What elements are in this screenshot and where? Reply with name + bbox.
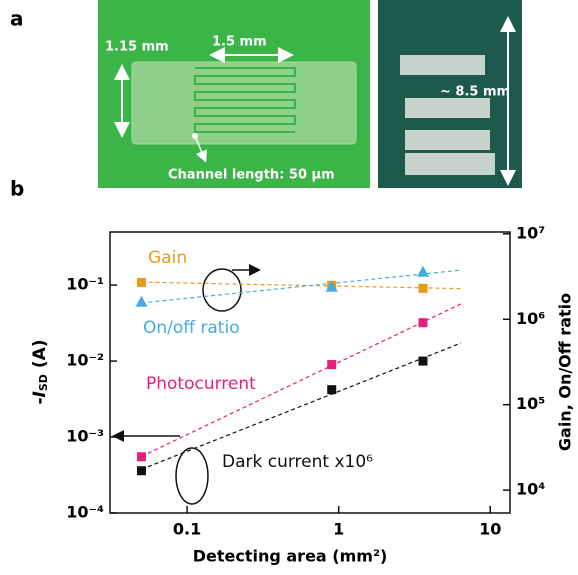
panel-label: b bbox=[10, 177, 24, 201]
panel-label: a bbox=[10, 7, 24, 31]
series-label: Gain bbox=[148, 248, 187, 268]
point bbox=[416, 265, 429, 277]
photo-label: Channel length: 50 µm bbox=[168, 168, 335, 183]
point bbox=[136, 277, 146, 287]
y-tick-label: 10⁻² bbox=[66, 351, 104, 370]
photo-label: 1.15 mm bbox=[105, 40, 169, 55]
point bbox=[136, 466, 146, 476]
y2-tick-label: 10⁶ bbox=[516, 309, 545, 328]
point bbox=[418, 356, 428, 366]
photo-label: ~ 8.5 mm bbox=[440, 85, 510, 100]
y-label-part: SD bbox=[37, 374, 50, 391]
fit-line bbox=[141, 342, 462, 470]
y-label-part: (A) bbox=[30, 339, 50, 374]
y-tick-label: 10⁻⁴ bbox=[66, 503, 104, 522]
y-label-part: - bbox=[30, 397, 50, 404]
photo-right: ~ 8.5 mm bbox=[378, 0, 522, 188]
point bbox=[418, 283, 428, 293]
point bbox=[418, 318, 428, 328]
photo-label: 1.5 mm bbox=[212, 35, 267, 50]
axis-indicator bbox=[202, 268, 242, 312]
x-tick-label: 10 bbox=[479, 520, 501, 539]
point bbox=[135, 295, 148, 307]
series-label: On/off ratio bbox=[143, 318, 240, 338]
y-axis-label: -ISD (A) bbox=[30, 339, 50, 404]
photo-left: 1.15 mm 1.5 mm Channel length: 50 µm bbox=[98, 0, 370, 188]
x-tick-label: 0.1 bbox=[173, 520, 201, 539]
fit-line bbox=[141, 281, 461, 290]
axis-indicator bbox=[175, 447, 209, 505]
y-tick-label: 10⁻¹ bbox=[66, 275, 104, 294]
point bbox=[327, 385, 337, 395]
series-label: Dark current x10⁶ bbox=[222, 452, 373, 472]
y2-tick-label: 10⁴ bbox=[516, 480, 545, 499]
fit-line bbox=[141, 303, 462, 457]
y2-tick-label: 10⁷ bbox=[516, 223, 545, 242]
plot-frame bbox=[109, 231, 511, 514]
y-tick-label: 10⁻³ bbox=[66, 427, 104, 446]
fit-line bbox=[141, 269, 461, 304]
x-tick-label: 1 bbox=[333, 520, 344, 539]
y2-axis-label: Gain, On/Off ratio bbox=[556, 293, 575, 451]
point bbox=[325, 280, 338, 292]
point bbox=[327, 360, 337, 370]
y2-tick-label: 10⁵ bbox=[516, 394, 545, 413]
series-label: Photocurrent bbox=[146, 374, 256, 394]
y-label-part: I bbox=[30, 391, 50, 397]
x-axis-label: Detecting area (mm²) bbox=[193, 547, 388, 566]
point bbox=[136, 452, 146, 462]
